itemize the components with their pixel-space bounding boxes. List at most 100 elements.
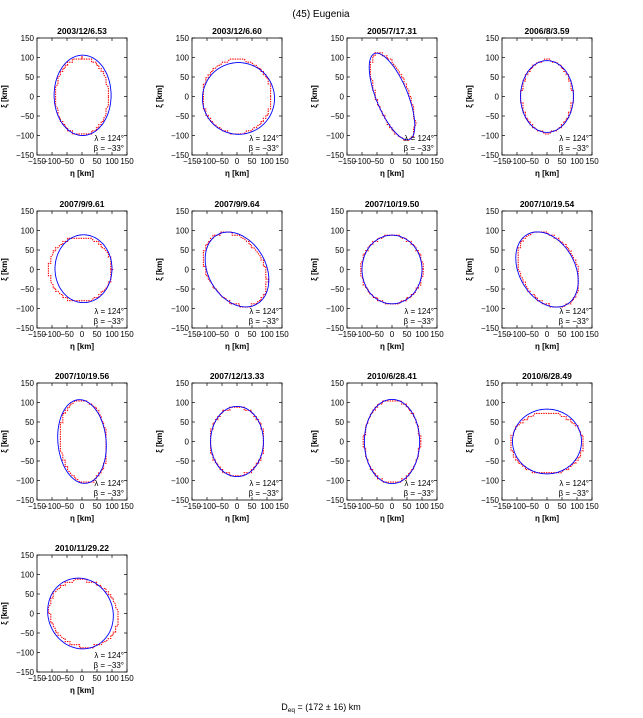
- y-tick-label: 0: [495, 266, 500, 275]
- y-tick-label: 150: [331, 379, 345, 388]
- y-tick-label: 50: [180, 418, 189, 427]
- y-axis-symbol: ξ: [0, 447, 9, 453]
- footer-value: = (172 ± 16) km: [295, 702, 361, 712]
- y-axis-label: ξ [km]: [465, 258, 474, 281]
- x-tick-label: −150: [28, 330, 47, 339]
- y-tick-label: 100: [176, 399, 190, 408]
- x-tick-label: −100: [43, 330, 62, 339]
- y-axis-unit: [km]: [465, 430, 474, 447]
- y-tick-label: 50: [25, 590, 34, 599]
- model-contour: [47, 577, 114, 650]
- x-tick-label: −150: [28, 502, 47, 511]
- model-contour: [53, 54, 112, 136]
- x-tick-label: 150: [120, 157, 134, 166]
- x-axis-label: η [km]: [70, 686, 94, 695]
- y-tick-label: 50: [490, 73, 499, 82]
- y-tick-label: −100: [481, 132, 500, 141]
- x-axis-label: η [km]: [380, 169, 404, 178]
- x-tick-label: 0: [390, 330, 395, 339]
- y-axis-unit: [km]: [310, 430, 319, 447]
- y-tick-label: 150: [21, 207, 35, 216]
- y-tick-label: 150: [21, 551, 35, 560]
- pole-beta: β = −33°: [249, 144, 280, 153]
- x-axis-unit: [km]: [232, 514, 249, 523]
- ao-contour: [202, 231, 269, 308]
- x-tick-label: 150: [585, 157, 599, 166]
- x-tick-label: −100: [198, 330, 217, 339]
- x-tick-label: 0: [235, 502, 240, 511]
- x-axis-symbol: η: [535, 342, 542, 351]
- x-axis-symbol: η: [70, 514, 77, 523]
- pole-lambda: λ = 124°: [559, 479, 589, 488]
- y-tick-label: −100: [326, 132, 345, 141]
- y-tick-label: −100: [16, 132, 35, 141]
- x-axis-unit: [km]: [232, 169, 249, 178]
- y-axis-symbol: ξ: [465, 102, 474, 108]
- y-tick-label: −150: [171, 496, 190, 505]
- x-tick-label: 100: [105, 157, 119, 166]
- y-tick-label: −150: [481, 496, 500, 505]
- x-tick-label: 100: [415, 502, 429, 511]
- y-axis-label: ξ [km]: [310, 85, 319, 108]
- pole-lambda: λ = 124°: [404, 134, 434, 143]
- y-tick-label: 100: [331, 399, 345, 408]
- y-tick-label: 150: [486, 379, 500, 388]
- x-axis-symbol: η: [380, 514, 387, 523]
- x-tick-label: 50: [558, 157, 567, 166]
- y-tick-label: 50: [490, 418, 499, 427]
- x-axis-unit: [km]: [77, 169, 94, 178]
- x-tick-label: −150: [493, 502, 512, 511]
- y-axis-symbol: ξ: [0, 619, 9, 625]
- panel-11: 2010/6/28.41−150−100 −50 0 50 100 150−150−100…: [310, 371, 444, 523]
- x-tick-label: −100: [43, 157, 62, 166]
- y-tick-label: −100: [16, 649, 35, 658]
- y-tick-label: −100: [171, 305, 190, 314]
- panel-2: 2003/12/6.60−150−100 −50 0 50 100 150−150−100…: [155, 26, 289, 178]
- x-tick-label: 0: [545, 502, 550, 511]
- x-tick-label: 0: [80, 157, 85, 166]
- y-tick-label: −50: [175, 285, 189, 294]
- ao-contour: [202, 58, 272, 135]
- x-axis-symbol: η: [380, 169, 387, 178]
- x-tick-label: 150: [120, 674, 134, 683]
- x-axis-unit: [km]: [542, 514, 559, 523]
- x-tick-label: 150: [430, 157, 444, 166]
- y-tick-label: −100: [481, 305, 500, 314]
- x-tick-label: −50: [370, 502, 384, 511]
- y-tick-label: 150: [21, 379, 35, 388]
- x-axis-symbol: η: [380, 342, 387, 351]
- panel-1: 2003/12/6.53−150−100 −50 0 50 100 150−150−100…: [0, 26, 134, 178]
- x-axis-unit: [km]: [542, 342, 559, 351]
- pole-lambda: λ = 124°: [249, 479, 279, 488]
- pole-beta: β = −33°: [94, 489, 125, 498]
- y-axis-unit: [km]: [310, 85, 319, 102]
- x-tick-label: 100: [570, 157, 584, 166]
- y-axis-symbol: ξ: [310, 102, 319, 108]
- y-tick-label: −100: [326, 477, 345, 486]
- y-axis-unit: [km]: [155, 85, 164, 102]
- x-axis-label: η [km]: [225, 514, 249, 523]
- panels-group: 2003/12/6.53−150−100 −50 0 50 100 150−150−100…: [0, 26, 599, 695]
- x-tick-label: −50: [60, 157, 74, 166]
- x-tick-label: 50: [403, 502, 412, 511]
- model-contour: [54, 234, 113, 304]
- pole-beta: β = −33°: [404, 317, 435, 326]
- panel-title: 2007/9/9.64: [215, 199, 260, 209]
- x-tick-label: 100: [260, 330, 274, 339]
- y-tick-label: 0: [495, 438, 500, 447]
- x-tick-label: 0: [80, 502, 85, 511]
- y-tick-label: −150: [16, 496, 35, 505]
- panel-title: 2007/10/19.54: [520, 199, 575, 209]
- x-axis-unit: [km]: [387, 169, 404, 178]
- x-tick-label: −150: [338, 502, 357, 511]
- y-axis-label: ξ [km]: [155, 258, 164, 281]
- y-tick-label: 100: [21, 399, 35, 408]
- x-tick-label: −50: [60, 502, 74, 511]
- pole-beta: β = −33°: [404, 489, 435, 498]
- y-axis-unit: [km]: [155, 258, 164, 275]
- y-tick-label: 50: [335, 246, 344, 255]
- y-axis-symbol: ξ: [155, 275, 164, 281]
- panel-8: 2007/10/19.54−150−100 −50 0 50 100 150−150−10…: [465, 199, 599, 351]
- panel-13: 2010/11/29.22−150−100 −50 0 50 100 150−150−10…: [0, 543, 134, 695]
- x-tick-label: −150: [28, 157, 47, 166]
